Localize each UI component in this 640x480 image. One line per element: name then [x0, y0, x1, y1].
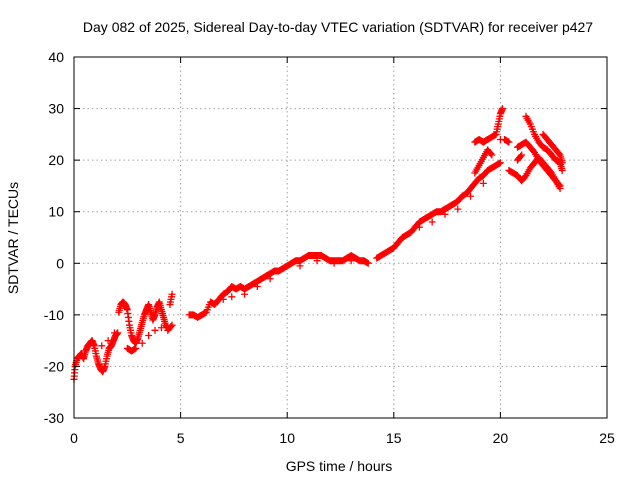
data-point [253, 282, 261, 290]
data-point [364, 259, 372, 267]
y-tick-label: -30 [44, 410, 64, 426]
y-tick-label: -10 [44, 307, 64, 323]
data-point [157, 324, 165, 332]
data-point [111, 329, 119, 337]
y-axis-label: SDTVAR / TECUs [5, 182, 21, 294]
data-point [132, 344, 140, 352]
data-point [151, 326, 159, 334]
y-axis: -30 -20 -10 0 10 20 30 40 [44, 49, 607, 426]
data-point [454, 205, 462, 213]
data-point [241, 290, 249, 298]
y-tick-label: -20 [44, 358, 64, 374]
y-tick-label: 20 [48, 152, 64, 168]
data-point [496, 136, 504, 144]
x-tick-label: 0 [70, 430, 78, 446]
chart-title: Day 082 of 2025, Sidereal Day-to-day VTE… [83, 19, 593, 35]
data-point [219, 295, 227, 303]
data-point [558, 159, 566, 167]
data-point [513, 156, 521, 164]
data-point [441, 210, 449, 218]
data-point [467, 192, 475, 200]
x-tick-label: 5 [177, 430, 185, 446]
data-point [104, 337, 112, 345]
data-point [415, 223, 423, 231]
x-tick-label: 10 [279, 430, 295, 446]
data-point [505, 138, 513, 146]
plot-frame [73, 56, 608, 419]
x-axis-label: GPS time / hours [286, 458, 393, 474]
data-point [428, 218, 436, 226]
data-point [296, 262, 304, 270]
data-point [471, 169, 479, 177]
data-point-fill [515, 155, 523, 163]
data-point [347, 257, 355, 265]
x-tick-label: 15 [386, 430, 402, 446]
y-tick-label: 10 [48, 204, 64, 220]
data-point [168, 290, 176, 298]
grid [74, 57, 607, 418]
data-point [145, 331, 153, 339]
data-point [313, 257, 321, 265]
data-point [168, 321, 176, 329]
data-point-fill [555, 150, 563, 158]
data-point [479, 179, 487, 187]
data-point-fill [555, 181, 563, 189]
x-tick-label: 20 [493, 430, 509, 446]
data-point [558, 166, 566, 174]
data-point [330, 259, 338, 267]
data-point [228, 293, 236, 301]
data-point [496, 159, 504, 167]
data-point [138, 339, 146, 347]
x-axis: 0 5 10 15 20 25 [70, 57, 615, 446]
data-series [70, 105, 566, 383]
x-tick-label: 25 [599, 430, 615, 446]
data-point-fill [167, 322, 175, 330]
data-point [556, 182, 564, 190]
data-point [499, 105, 507, 113]
y-tick-label: 0 [56, 255, 64, 271]
data-point [266, 275, 274, 283]
y-tick-label: 40 [48, 49, 64, 65]
data-point [98, 342, 106, 350]
y-tick-label: 30 [48, 101, 64, 117]
